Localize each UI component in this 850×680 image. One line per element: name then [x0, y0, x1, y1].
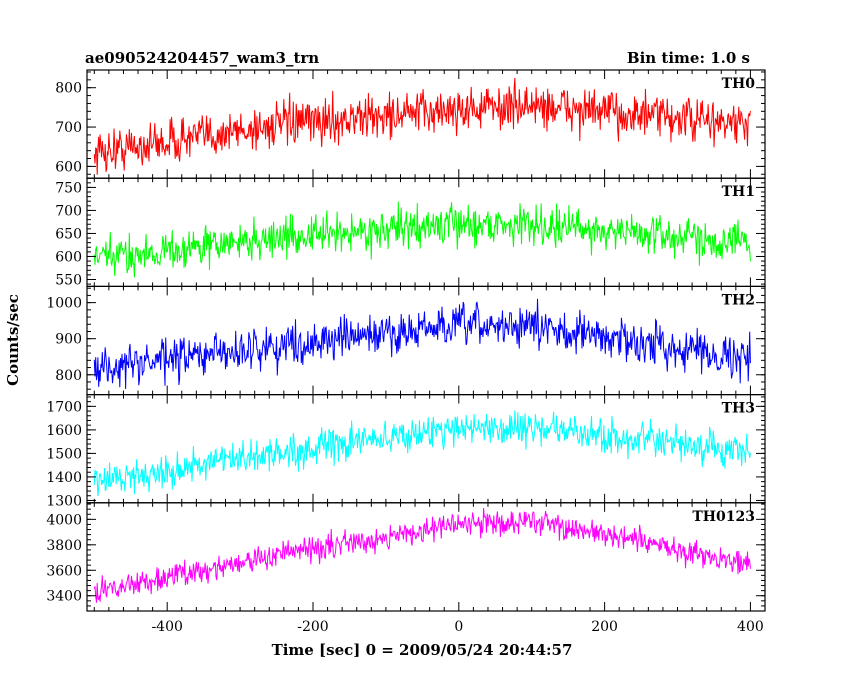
series-line-th0123: [93, 507, 751, 603]
series-line-th2: [93, 298, 751, 390]
series-line-th0: [93, 77, 751, 175]
y-tick-label: 3800: [46, 538, 82, 554]
y-tick-label: 800: [55, 81, 82, 97]
y-tick-label: 550: [55, 272, 82, 288]
x-tick-label: -400: [151, 619, 182, 635]
y-tick-label: 600: [55, 249, 82, 265]
y-tick-label: 3400: [46, 589, 82, 605]
series-line-th3: [93, 410, 751, 497]
y-tick-label: 4000: [46, 512, 82, 528]
y-tick-label: 700: [55, 203, 82, 219]
y-tick-label: 900: [55, 332, 82, 348]
y-tick-label: 800: [55, 368, 82, 384]
panel-label-th3: TH3: [722, 401, 755, 417]
panels-group: 600 700 800 TH0 550 600 650 700 750 TH1 800 900 1000…: [46, 69, 766, 635]
chart-title: ae090524204457_wam3_trn: [85, 49, 319, 67]
y-tick-label: 1300: [46, 493, 82, 509]
x-tick-label: -200: [297, 619, 328, 635]
x-axis-label: Time [sec] 0 = 2009/05/24 20:44:57: [272, 641, 573, 659]
y-tick-label: 750: [55, 180, 82, 196]
panel-label-th0: TH0: [722, 76, 756, 92]
x-tick-label: 200: [591, 619, 618, 635]
panel-label-th2: TH2: [722, 292, 755, 308]
y-tick-label: 1400: [46, 470, 82, 486]
panel-label-th0123: TH0123: [692, 509, 755, 525]
y-tick-label: 1700: [46, 399, 82, 415]
series-line-th1: [93, 201, 751, 278]
y-tick-label: 650: [55, 226, 82, 242]
y-tick-label: 600: [55, 159, 82, 175]
panel-label-th1: TH1: [722, 184, 755, 200]
panel-frame-th0123: [86, 502, 766, 612]
x-tick-label: 0: [454, 619, 463, 635]
bin-time-label: Bin time: 1.0 s: [627, 49, 750, 67]
y-axis-label: Counts/sec: [4, 294, 22, 386]
panel-frame-th0: [86, 69, 766, 179]
y-tick-label: 1500: [46, 446, 82, 462]
y-tick-label: 700: [55, 120, 82, 136]
x-tick-label: 400: [737, 619, 764, 635]
y-tick-label: 3600: [46, 563, 82, 579]
y-tick-label: 1600: [46, 423, 82, 439]
y-tick-label: 1000: [46, 296, 82, 312]
